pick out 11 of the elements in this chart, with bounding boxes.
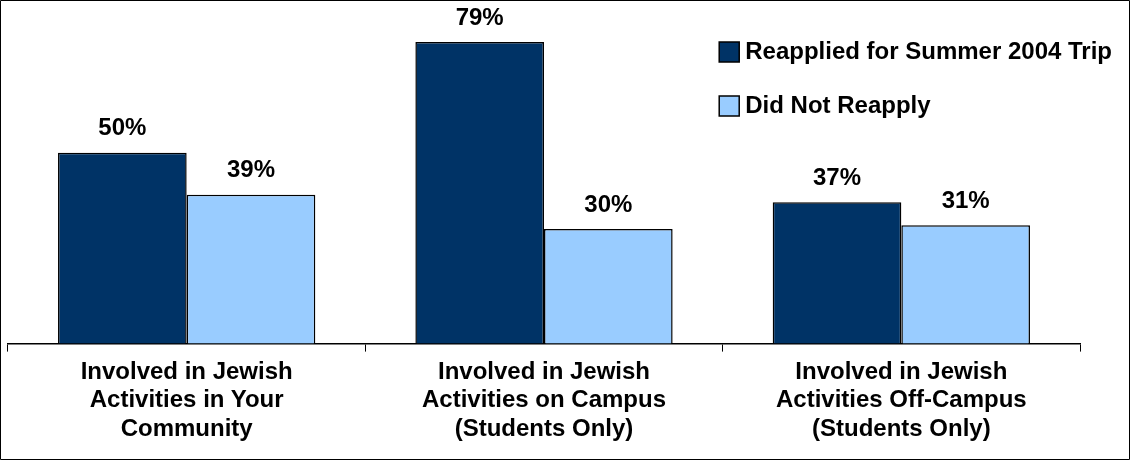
legend-label: Reapplied for Summer 2004 Trip [745,36,1113,64]
x-tick-label: Involved in Jewish Activities in Your Community [80,356,293,442]
data-label: 31% [941,185,990,213]
x-tick-label: Involved in Jewish Activities Off-Campus (Students Only) [775,356,1027,442]
data-label: 79% [455,2,504,30]
data-label: 37% [812,162,862,190]
x-tick-label: Involved in Jewish Activities on Campus (Students Only) [421,356,667,442]
data-label: 30% [584,189,633,217]
legend-label: Did Not Reapply [745,90,932,118]
data-label: 39% [226,155,276,183]
data-label: 50% [98,113,147,141]
